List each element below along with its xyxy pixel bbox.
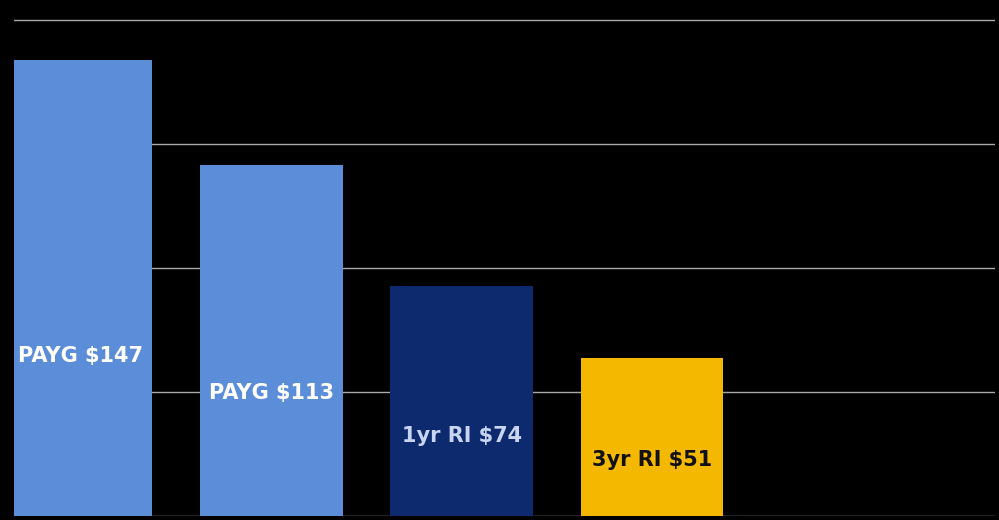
Text: PAYG $147: PAYG $147 — [18, 346, 143, 366]
Text: PAYG $113: PAYG $113 — [209, 383, 334, 403]
Bar — [200, 165, 343, 516]
Bar — [391, 287, 533, 516]
Text: 3yr RI $51: 3yr RI $51 — [592, 450, 712, 471]
Bar — [9, 60, 152, 516]
Text: 1yr RI $74: 1yr RI $74 — [402, 425, 521, 446]
Bar — [580, 358, 723, 516]
